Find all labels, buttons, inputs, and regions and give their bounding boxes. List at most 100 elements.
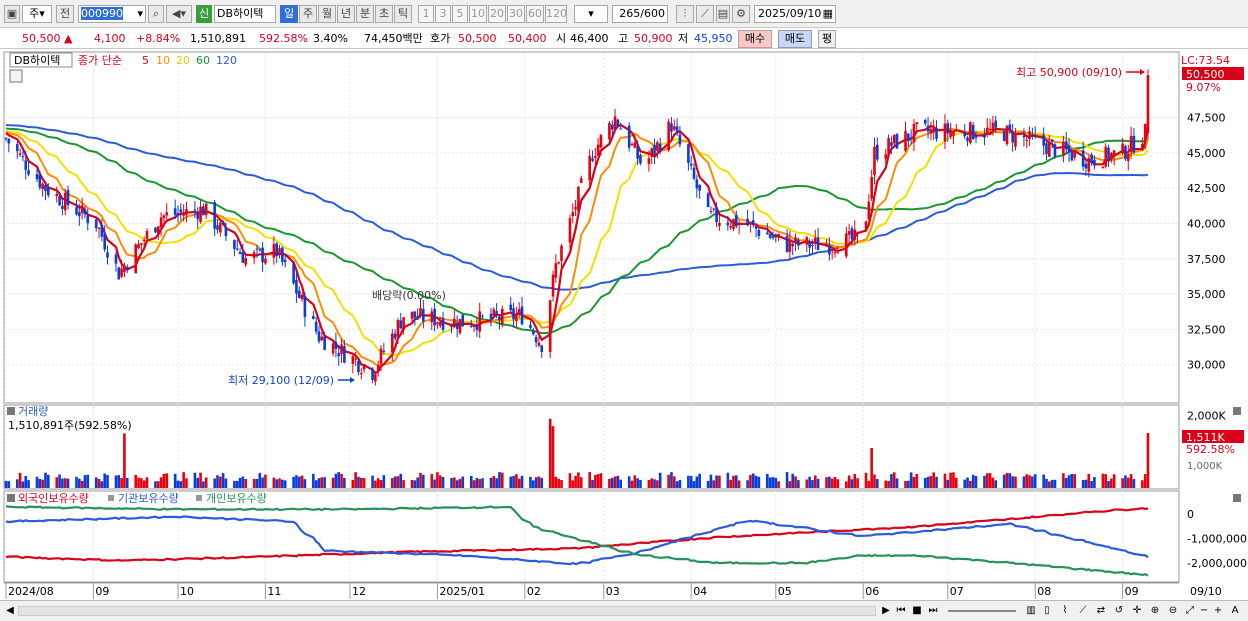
timeframe-tab[interactable]: 초 xyxy=(375,5,393,23)
history-icon[interactable]: ↺ xyxy=(1114,605,1124,616)
candle-body xyxy=(853,229,857,240)
candle-body xyxy=(1048,141,1051,157)
holdings-y-tick: -1,000,000 xyxy=(1187,533,1247,546)
evaluate-button[interactable]: 평 xyxy=(818,30,836,48)
candle-body xyxy=(887,138,890,155)
candle-body xyxy=(393,333,397,339)
timeframe-tab[interactable]: 월 xyxy=(318,5,336,23)
bar-chart-icon[interactable]: ▥ xyxy=(1026,605,1036,616)
open-label: 시 xyxy=(556,32,567,45)
speaker-icon[interactable]: ◀▾ xyxy=(166,5,192,23)
minute-option[interactable]: 60 xyxy=(526,5,544,23)
prev-button[interactable]: 전 xyxy=(56,5,74,23)
volume-bar xyxy=(568,473,572,488)
timeframe-tab[interactable]: 틱 xyxy=(394,5,412,23)
line-chart-icon[interactable]: ⌇ xyxy=(1062,605,1068,616)
minute-option[interactable]: 1 xyxy=(418,5,434,23)
chart-area[interactable]: 30,000 32,500 35,000 37,500 40,000 42,500 45,0… xyxy=(0,50,1248,600)
volume-bar xyxy=(461,476,465,488)
stock-name-field[interactable]: DB하이텍 xyxy=(214,5,276,23)
indicator-icon[interactable]: ⫶ xyxy=(676,5,694,23)
timeframe-tab[interactable]: 분 xyxy=(356,5,374,23)
price-y-tick: 37,500 xyxy=(1187,253,1226,266)
buy-button[interactable]: 매수 xyxy=(738,30,772,48)
volume-bar xyxy=(712,480,716,488)
sell-button[interactable]: 매도 xyxy=(778,30,812,48)
candle-body xyxy=(357,360,360,373)
stop-icon[interactable]: ■ xyxy=(912,605,922,616)
zoom-in-icon[interactable]: ⊕ xyxy=(1150,605,1160,616)
crosshair-icon[interactable]: ✛ xyxy=(1132,605,1142,616)
volume-bar xyxy=(554,476,558,488)
dividend-annotation: 배당락(0.00%) xyxy=(372,289,446,302)
candle-body xyxy=(766,232,769,235)
gear-icon[interactable]: ⚙ xyxy=(732,5,750,23)
candle-body xyxy=(453,318,456,327)
compare-icon[interactable]: ⇄ xyxy=(1096,605,1106,616)
volume-bar xyxy=(337,472,341,488)
date-field[interactable]: 2025/09/10 ▦ xyxy=(754,5,836,23)
candle-body xyxy=(337,353,341,357)
volume-bar xyxy=(159,477,163,488)
candle-body xyxy=(44,184,47,192)
expand-icon[interactable]: ⤢ xyxy=(1186,605,1194,616)
minute-option[interactable]: 3 xyxy=(435,5,451,23)
calculator-icon[interactable] xyxy=(9,69,23,83)
timeframe-tab[interactable]: 주 xyxy=(299,5,317,23)
open-price: 46,400 xyxy=(570,32,609,45)
candle-body xyxy=(969,122,972,143)
candle-body xyxy=(300,294,304,300)
volume-bar xyxy=(749,474,752,488)
search-icon[interactable]: ⌕ xyxy=(148,5,164,23)
minute-option[interactable]: 20 xyxy=(488,5,506,23)
window-menu-icon[interactable]: ▣ xyxy=(4,5,20,23)
candle-body xyxy=(876,144,879,160)
calendar-icon[interactable]: ▦ xyxy=(822,7,833,20)
timeframe-tab[interactable]: 년 xyxy=(337,5,355,23)
trend-icon[interactable]: ⟋ xyxy=(1079,605,1087,616)
candle-chart-icon[interactable]: ▯ xyxy=(1044,605,1050,616)
candle-body xyxy=(145,230,149,239)
candle-body xyxy=(692,167,696,179)
scroll-left-icon[interactable]: ◀ xyxy=(6,605,14,616)
candle-body xyxy=(272,244,276,258)
candle-body xyxy=(106,252,109,258)
save-icon[interactable]: ▤ xyxy=(716,5,730,23)
minute-option[interactable]: 5 xyxy=(452,5,468,23)
minute-option[interactable]: 120 xyxy=(545,5,567,23)
volume-bar xyxy=(224,478,228,488)
draw-tool-icon[interactable]: ⟋ xyxy=(696,5,714,23)
volume-close-icon[interactable] xyxy=(1233,407,1241,415)
candle-body xyxy=(915,122,919,125)
volume-bar xyxy=(949,472,952,488)
volume-bar xyxy=(35,476,39,488)
horizontal-scrollbar[interactable] xyxy=(18,606,876,616)
minute-option[interactable]: 30 xyxy=(507,5,525,23)
volume-bar xyxy=(613,476,617,488)
scroll-right-icon[interactable]: ▶ xyxy=(882,605,890,616)
volume-bar xyxy=(396,476,400,488)
volume-bar xyxy=(196,477,200,488)
zoom-out-icon[interactable]: ⊖ xyxy=(1168,605,1178,616)
rewind-icon[interactable]: ⏮ xyxy=(896,605,906,616)
forward-icon[interactable]: ⏭ xyxy=(928,605,938,616)
chevron-down-icon[interactable]: ▾ xyxy=(137,7,143,20)
volume-bar xyxy=(771,477,775,488)
timeframe-tab[interactable]: 일 xyxy=(280,5,298,23)
minute-custom-select[interactable]: ▾ xyxy=(574,5,608,23)
volume-pane-icon[interactable] xyxy=(7,407,15,415)
bar-count-field[interactable]: 265/600 xyxy=(612,5,668,23)
plus-icon[interactable]: + xyxy=(1213,605,1223,616)
font-size-icon[interactable]: A xyxy=(1231,605,1239,616)
minus-icon[interactable]: − xyxy=(1199,605,1209,616)
period-type-select[interactable]: 주▾ xyxy=(22,5,52,23)
volume-bar xyxy=(1022,476,1026,488)
volume-bar xyxy=(1042,474,1045,488)
minute-option[interactable]: 10 xyxy=(469,5,487,23)
holdings-pane-frame xyxy=(3,490,1180,583)
zoom-slider[interactable] xyxy=(948,610,1016,612)
holdings-pane-icon[interactable] xyxy=(7,494,15,502)
stock-code-input[interactable]: 000990 ▾ xyxy=(78,5,146,23)
candle-body xyxy=(75,207,78,215)
holdings-close-icon[interactable] xyxy=(1233,494,1241,502)
